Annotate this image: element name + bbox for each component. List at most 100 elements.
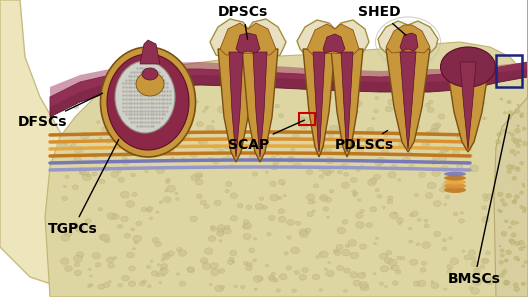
Ellipse shape bbox=[132, 192, 137, 196]
Ellipse shape bbox=[321, 196, 325, 199]
Ellipse shape bbox=[71, 143, 76, 147]
Ellipse shape bbox=[502, 269, 507, 273]
Ellipse shape bbox=[481, 259, 488, 264]
Polygon shape bbox=[242, 49, 278, 162]
Ellipse shape bbox=[506, 193, 512, 198]
Ellipse shape bbox=[232, 100, 241, 106]
Ellipse shape bbox=[515, 168, 520, 172]
Ellipse shape bbox=[353, 280, 361, 286]
Ellipse shape bbox=[142, 68, 158, 80]
Ellipse shape bbox=[510, 239, 516, 244]
Ellipse shape bbox=[165, 189, 168, 192]
Ellipse shape bbox=[467, 124, 474, 128]
Ellipse shape bbox=[505, 259, 508, 262]
Ellipse shape bbox=[152, 237, 159, 243]
Ellipse shape bbox=[360, 209, 364, 213]
Ellipse shape bbox=[424, 219, 428, 222]
Ellipse shape bbox=[431, 281, 434, 283]
Ellipse shape bbox=[307, 194, 315, 200]
Ellipse shape bbox=[291, 148, 295, 151]
Ellipse shape bbox=[497, 192, 503, 197]
Ellipse shape bbox=[300, 123, 308, 129]
Ellipse shape bbox=[195, 179, 203, 185]
Ellipse shape bbox=[212, 159, 219, 164]
Ellipse shape bbox=[266, 264, 269, 267]
Ellipse shape bbox=[118, 224, 122, 228]
Ellipse shape bbox=[402, 157, 411, 163]
Ellipse shape bbox=[168, 143, 173, 146]
Ellipse shape bbox=[323, 148, 326, 150]
Ellipse shape bbox=[229, 257, 234, 261]
Ellipse shape bbox=[246, 107, 249, 109]
Ellipse shape bbox=[367, 179, 376, 186]
Ellipse shape bbox=[241, 285, 245, 289]
Ellipse shape bbox=[220, 286, 224, 289]
Ellipse shape bbox=[268, 215, 275, 221]
Ellipse shape bbox=[444, 172, 466, 176]
Ellipse shape bbox=[145, 170, 148, 173]
Ellipse shape bbox=[182, 160, 186, 162]
Ellipse shape bbox=[334, 250, 341, 255]
Ellipse shape bbox=[181, 132, 190, 139]
Ellipse shape bbox=[156, 211, 159, 213]
Polygon shape bbox=[50, 62, 528, 107]
Ellipse shape bbox=[210, 226, 215, 229]
Ellipse shape bbox=[218, 149, 224, 154]
Ellipse shape bbox=[325, 198, 332, 202]
Ellipse shape bbox=[205, 106, 209, 108]
Ellipse shape bbox=[188, 132, 191, 134]
Ellipse shape bbox=[150, 142, 155, 146]
Ellipse shape bbox=[99, 137, 102, 140]
Ellipse shape bbox=[399, 113, 402, 116]
Ellipse shape bbox=[287, 236, 291, 239]
Ellipse shape bbox=[379, 282, 383, 285]
Ellipse shape bbox=[126, 252, 134, 258]
Ellipse shape bbox=[210, 263, 218, 269]
Ellipse shape bbox=[259, 197, 263, 200]
Ellipse shape bbox=[159, 282, 162, 284]
Ellipse shape bbox=[187, 121, 193, 126]
Ellipse shape bbox=[468, 113, 473, 117]
Ellipse shape bbox=[429, 129, 437, 136]
Ellipse shape bbox=[287, 157, 295, 163]
Ellipse shape bbox=[499, 260, 504, 264]
Ellipse shape bbox=[118, 283, 122, 287]
Ellipse shape bbox=[380, 266, 389, 272]
Ellipse shape bbox=[271, 272, 275, 275]
Ellipse shape bbox=[79, 170, 86, 175]
Ellipse shape bbox=[514, 287, 520, 292]
Ellipse shape bbox=[427, 107, 434, 113]
Polygon shape bbox=[297, 20, 369, 59]
Text: BMSCs: BMSCs bbox=[448, 115, 510, 286]
Ellipse shape bbox=[411, 211, 418, 217]
Ellipse shape bbox=[80, 169, 89, 176]
Ellipse shape bbox=[511, 233, 516, 237]
Ellipse shape bbox=[445, 195, 449, 199]
Ellipse shape bbox=[141, 207, 146, 211]
Ellipse shape bbox=[61, 258, 69, 264]
Ellipse shape bbox=[444, 179, 466, 185]
Ellipse shape bbox=[290, 247, 299, 254]
Text: SHED: SHED bbox=[358, 5, 406, 35]
Ellipse shape bbox=[439, 156, 447, 161]
Ellipse shape bbox=[107, 213, 116, 219]
Ellipse shape bbox=[299, 231, 308, 238]
Ellipse shape bbox=[347, 119, 351, 122]
Ellipse shape bbox=[442, 183, 449, 188]
Ellipse shape bbox=[99, 234, 107, 240]
Ellipse shape bbox=[175, 198, 179, 200]
Ellipse shape bbox=[514, 195, 520, 199]
Ellipse shape bbox=[274, 279, 278, 282]
Ellipse shape bbox=[197, 138, 205, 143]
Polygon shape bbox=[210, 19, 286, 59]
Ellipse shape bbox=[376, 157, 385, 164]
Ellipse shape bbox=[112, 128, 121, 134]
Ellipse shape bbox=[96, 263, 101, 267]
Ellipse shape bbox=[351, 178, 357, 183]
Ellipse shape bbox=[350, 252, 359, 259]
Ellipse shape bbox=[238, 146, 243, 150]
Ellipse shape bbox=[320, 252, 323, 255]
Ellipse shape bbox=[79, 168, 86, 173]
Ellipse shape bbox=[452, 150, 460, 156]
Ellipse shape bbox=[485, 278, 494, 285]
